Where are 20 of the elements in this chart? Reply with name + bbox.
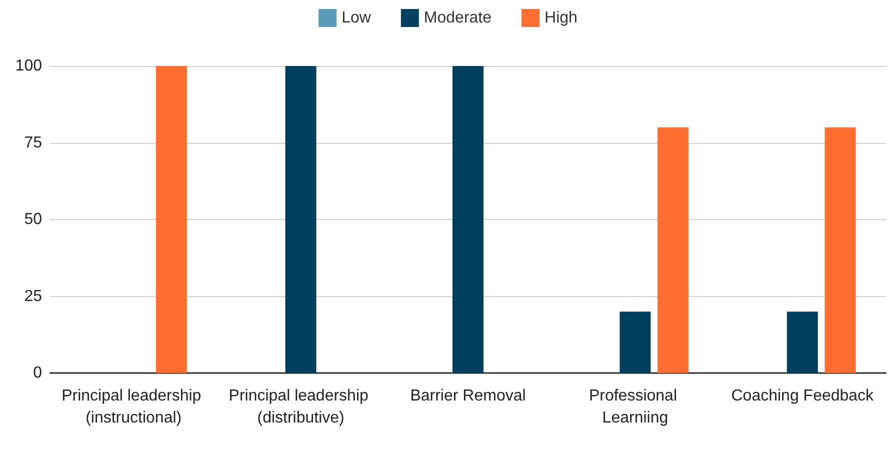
bar	[156, 66, 187, 373]
x-tick-label: Barrier Removal	[410, 388, 526, 404]
legend-label: Moderate	[424, 10, 492, 26]
bar	[786, 312, 818, 373]
y-tick-label: 100	[15, 58, 42, 74]
y-tick-label: 50	[24, 211, 42, 228]
x-tick-label: Professional Learniing	[588, 388, 682, 426]
y-tick-label: 75	[24, 134, 42, 152]
bar	[658, 127, 689, 373]
x-tick-label: Principal leadership (distributive)	[228, 388, 373, 426]
y-tick-label: 0	[33, 364, 42, 382]
bar	[452, 66, 484, 373]
legend-label: High	[544, 10, 578, 26]
x-tick-label: Principal leadership (instructional)	[62, 388, 206, 426]
legend-label: Low	[342, 10, 372, 26]
y-tick-label: 25	[24, 288, 42, 305]
bar	[620, 312, 651, 373]
x-tick-label: Coaching Feedback	[731, 388, 875, 404]
bar	[824, 127, 856, 373]
bar	[285, 66, 316, 373]
